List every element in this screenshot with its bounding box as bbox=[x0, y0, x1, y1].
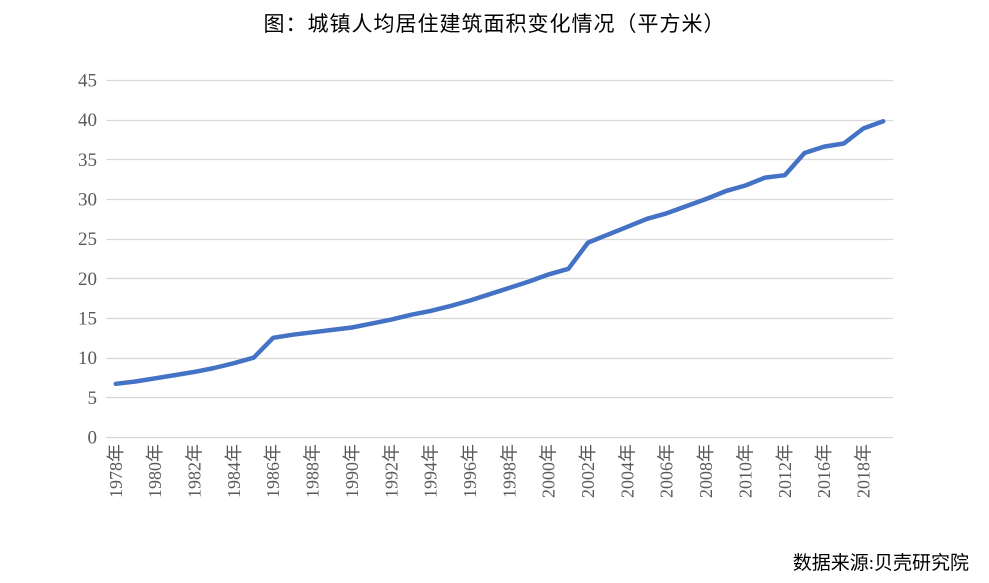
x-axis-tick-label: 2018年 bbox=[853, 444, 873, 498]
data-series-line bbox=[113, 119, 886, 387]
x-axis-tick-label: 1990年 bbox=[342, 444, 362, 498]
y-axis-tick-label: 0 bbox=[88, 428, 98, 449]
y-axis-tick-label: 30 bbox=[78, 190, 97, 211]
x-axis-tick-label: 2016年 bbox=[814, 444, 834, 498]
x-axis-tick-label: 2002年 bbox=[578, 444, 598, 498]
y-axis-tick-label: 45 bbox=[78, 71, 97, 92]
x-axis-tick-label: 2004年 bbox=[617, 444, 637, 498]
y-axis-tick-label: 10 bbox=[78, 348, 97, 369]
data-source-note: 数据来源:贝壳研究院 bbox=[792, 553, 969, 574]
x-axis-tick-label: 1998年 bbox=[499, 444, 519, 498]
x-axis-tick-label: 2010年 bbox=[735, 444, 755, 498]
x-axis-tick-label: 1978年 bbox=[106, 444, 126, 498]
x-axis-tick-label: 1986年 bbox=[263, 444, 283, 498]
y-axis-tick-label: 15 bbox=[78, 309, 97, 330]
x-axis-tick-label: 1984年 bbox=[224, 444, 244, 498]
x-axis-tick-label: 1992年 bbox=[381, 444, 401, 498]
y-axis-tick-label: 35 bbox=[78, 150, 97, 171]
y-axis-tick-label: 40 bbox=[78, 110, 97, 131]
x-axis-tick-label: 2000年 bbox=[539, 444, 559, 498]
x-axis-tick-label: 1994年 bbox=[421, 444, 441, 498]
x-axis-tick-label: 2006年 bbox=[657, 444, 677, 498]
x-axis-tick-label: 1996年 bbox=[460, 444, 480, 498]
y-axis-tick-label: 5 bbox=[88, 388, 98, 409]
x-axis-tick-label: 1982年 bbox=[185, 444, 205, 498]
chart-title: 图：城镇人均居住建筑面积变化情况（平方米） bbox=[263, 12, 726, 36]
y-axis-tick-label: 20 bbox=[78, 269, 97, 290]
y-axis-tick-label: 25 bbox=[78, 229, 97, 250]
x-axis-tick-label: 2008年 bbox=[696, 444, 716, 498]
x-axis-tick-label: 1980年 bbox=[145, 444, 165, 498]
x-axis-tick-label: 2012年 bbox=[775, 444, 795, 498]
x-axis-tick-label: 1988年 bbox=[303, 444, 323, 498]
